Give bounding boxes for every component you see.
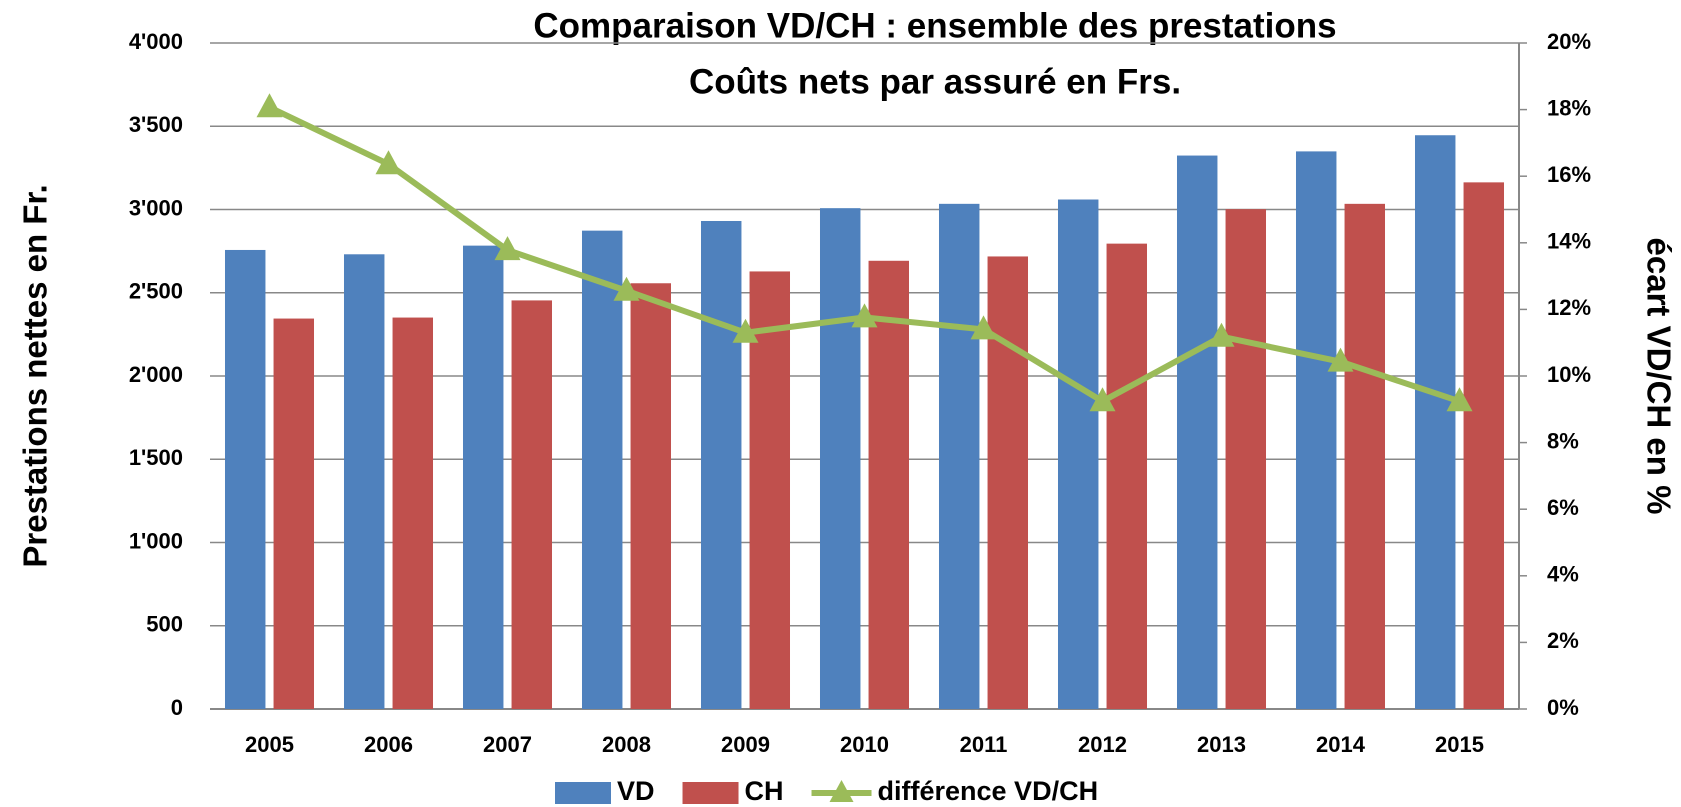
y-tick-label: 0 <box>171 695 183 720</box>
x-tick-label: 2009 <box>721 732 770 757</box>
x-tick-label: 2008 <box>602 732 651 757</box>
bar <box>749 271 791 709</box>
bar <box>630 283 672 709</box>
bar <box>343 254 385 709</box>
y-tick-label: 2'000 <box>129 362 183 387</box>
x-tick-label: 2006 <box>364 732 413 757</box>
x-tick-label: 2011 <box>960 732 1008 757</box>
y-tick-label: 4'000 <box>129 29 183 54</box>
chart-subtitle: Coûts nets par assuré en Frs. <box>689 62 1181 101</box>
marker <box>970 315 997 340</box>
marker <box>375 150 402 175</box>
x-tick-label: 2010 <box>840 732 889 757</box>
y2-tick-label: 2% <box>1547 628 1579 653</box>
bar <box>1057 199 1099 709</box>
bar <box>462 245 504 709</box>
y-axis-label: Prestations nettes en Fr. <box>17 184 54 567</box>
bar <box>868 260 910 709</box>
y2-tick-label: 8% <box>1547 428 1579 453</box>
bar <box>1414 135 1456 710</box>
bar <box>938 203 980 710</box>
y2-tick-label: 12% <box>1547 295 1591 320</box>
bar <box>987 256 1029 709</box>
bar <box>224 249 266 709</box>
y-tick-label: 500 <box>146 612 183 637</box>
legend-swatch <box>555 782 611 804</box>
bar <box>1176 155 1218 709</box>
y2-tick-label: 20% <box>1547 29 1591 54</box>
bar <box>819 208 861 709</box>
y-tick-label: 1'500 <box>129 445 183 470</box>
y2-tick-label: 6% <box>1547 495 1579 520</box>
bar <box>392 317 434 709</box>
y2-tick-label: 10% <box>1547 362 1591 387</box>
bar <box>1225 209 1267 710</box>
legend-swatch <box>682 782 739 804</box>
marker <box>1208 322 1235 347</box>
legend-label: CH <box>745 776 784 806</box>
marker <box>732 318 759 343</box>
marker <box>613 276 640 301</box>
y-tick-label: 2'500 <box>129 279 183 304</box>
legend-label: VD <box>617 776 655 806</box>
marker <box>256 93 283 118</box>
bar <box>700 220 742 709</box>
y2-axis-label: écart VD/CH en % <box>1640 238 1677 515</box>
legend-label: différence VD/CH <box>878 776 1099 806</box>
marker <box>1446 387 1473 412</box>
y-tick-label: 3'000 <box>129 195 183 220</box>
x-tick-label: 2015 <box>1435 732 1484 757</box>
marker <box>1327 347 1354 372</box>
marker <box>1089 387 1116 412</box>
x-tick-label: 2007 <box>483 732 532 757</box>
x-tick-label: 2012 <box>1078 732 1127 757</box>
y2-tick-label: 14% <box>1547 229 1591 254</box>
bar <box>511 300 553 709</box>
y-tick-label: 3'500 <box>129 112 183 137</box>
y-tick-label: 1'000 <box>129 528 183 553</box>
y2-tick-label: 4% <box>1547 562 1579 587</box>
y2-tick-label: 0% <box>1547 695 1579 720</box>
x-tick-label: 2005 <box>245 732 294 757</box>
x-tick-label: 2014 <box>1316 732 1366 757</box>
marker <box>494 236 521 261</box>
chart-title: Comparaison VD/CH : ensemble des prestat… <box>533 6 1336 45</box>
bar <box>273 318 315 709</box>
bar <box>1463 182 1505 710</box>
bar <box>581 230 623 709</box>
y2-tick-label: 18% <box>1547 95 1591 120</box>
bar <box>1106 243 1148 709</box>
legend-swatch <box>829 780 854 802</box>
y2-tick-label: 16% <box>1547 162 1591 187</box>
marker <box>851 303 878 328</box>
line <box>268 104 1461 405</box>
bar <box>1295 151 1337 710</box>
x-tick-label: 2013 <box>1197 732 1246 757</box>
bar <box>1344 203 1386 710</box>
